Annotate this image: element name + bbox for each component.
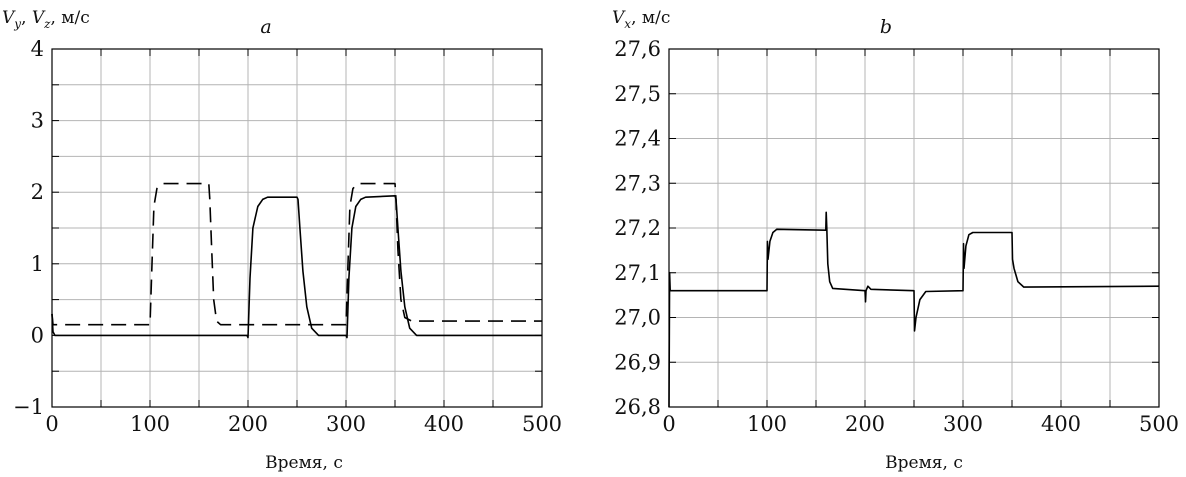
panel-b-x-axis-label: Время, с <box>885 453 963 473</box>
panel-a-y-tick-label: 2 <box>31 180 44 204</box>
panel-b-x-tick-label: 100 <box>747 412 787 436</box>
panel-a-x-tick-label: 400 <box>424 412 464 436</box>
panel-a-y-tick-label: 3 <box>31 109 44 133</box>
panel-a-y-axis-label: Vy, Vz, м/с <box>2 8 90 31</box>
panel-b-x-tick-label: 500 <box>1139 412 1179 436</box>
panel-b-y-axis-label: Vx, м/с <box>612 8 670 31</box>
panel-b-y-tick-label: 27,6 <box>614 37 661 61</box>
panel-b-x-tick-label: 300 <box>943 412 983 436</box>
panel-b-x-tick-label: 400 <box>1041 412 1081 436</box>
panel-b-y-tick-label: 27,1 <box>614 261 661 285</box>
panel-a-letter: a <box>260 16 271 38</box>
panel-a-y-tick-label: 0 <box>31 323 44 347</box>
panel-b-letter: b <box>880 16 892 38</box>
panel-a: Vy, Vz, м/с a Время, с 0 100 200 300 400 500 −… <box>2 8 562 473</box>
panel-a-x-tick-label: 300 <box>326 412 366 436</box>
panel-a-x-tick-label: 100 <box>130 412 170 436</box>
panel-a-y-tick-label: 4 <box>31 37 44 61</box>
panel-b-y-tick-label: 26,8 <box>614 395 661 419</box>
panel-b-y-tick-label: 27,5 <box>614 82 661 106</box>
panel-a-x-tick-label: 0 <box>45 412 58 436</box>
panel-b: Vx, м/с b Время, с 0 100 200 300 400 500 26,8 2… <box>612 8 1179 473</box>
panel-b-x-tick-label: 0 <box>662 412 675 436</box>
panel-a-series-dashed-line <box>51 182 542 326</box>
panel-a-y-tick-label: −1 <box>13 395 44 419</box>
panel-b-y-tick-label: 27,4 <box>614 127 661 151</box>
panel-a-x-tick-label: 500 <box>522 412 562 436</box>
panel-a-x-tick-label: 200 <box>228 412 268 436</box>
panel-b-y-tick-label: 27,0 <box>614 306 661 330</box>
panel-b-y-tick-label: 27,3 <box>614 171 661 195</box>
panel-b-x-tick-label: 200 <box>845 412 885 436</box>
panel-b-y-tick-label: 26,9 <box>614 350 661 374</box>
panel-b-y-tick-label: 27,2 <box>614 216 661 240</box>
panel-b-series-solid-line <box>668 211 1160 408</box>
panel-a-y-tick-label: 1 <box>31 252 44 276</box>
panel-a-x-axis-label: Время, с <box>265 453 343 473</box>
